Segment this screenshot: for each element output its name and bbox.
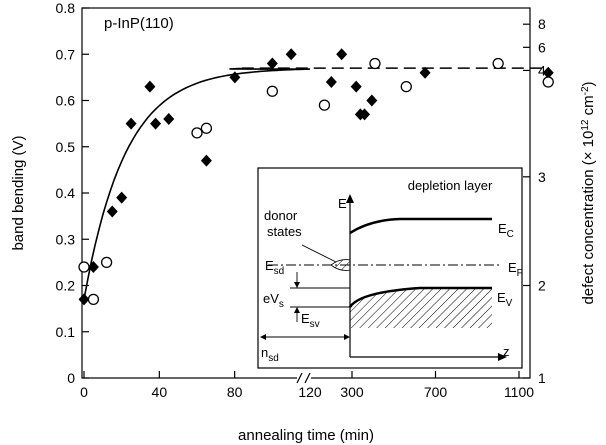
y-tick-label: 0 (67, 370, 75, 386)
y-tick-label: 0.2 (56, 278, 76, 294)
label-E: E (338, 196, 347, 211)
y-tick-label: 0.5 (56, 139, 76, 155)
data-point-circle (542, 76, 554, 88)
y-tick-label: 0.4 (56, 185, 76, 201)
data-point-diamond (78, 293, 90, 306)
label-states: states (267, 224, 302, 239)
data-point-diamond (116, 191, 128, 204)
data-point-circle (100, 256, 113, 269)
valence-band-edge (348, 286, 492, 308)
label-donor: donor (264, 208, 298, 223)
data-point-diamond (229, 71, 241, 84)
data-point-diamond (200, 154, 212, 167)
data-point-diamond (336, 48, 348, 61)
data-point-diamond (150, 117, 162, 130)
x-tick-label: 120 (298, 384, 322, 400)
x-tick-label: 80 (227, 384, 243, 400)
data-point-circle (400, 80, 412, 93)
y2-tick-label: 4 (538, 62, 546, 78)
data-point-circle (78, 261, 90, 273)
data-point-diamond (325, 76, 337, 88)
axis-break-marks (296, 369, 311, 385)
x-tick-label: 40 (152, 384, 168, 400)
data-point-diamond (366, 94, 378, 107)
z-axis-arrow (498, 353, 507, 361)
data-point-diamond (419, 66, 431, 79)
data-point-diamond (125, 117, 137, 130)
data-point-diamond (266, 57, 278, 70)
label-z: z (503, 344, 510, 359)
y-tick-label: 0.3 (56, 231, 76, 247)
data-point-diamond (285, 48, 297, 61)
y-tick-label: 0.7 (56, 46, 76, 62)
label-EC: EC (498, 221, 514, 240)
label-EV: EV (497, 290, 513, 309)
chart-title: p-InP(110) (104, 15, 174, 32)
y2-tick-label: 2 (538, 278, 546, 294)
y2-tick-label: 1 (538, 370, 546, 386)
data-point-diamond (359, 108, 371, 121)
data-point-circle (492, 57, 504, 70)
y2-tick-label: 6 (538, 39, 546, 55)
inset-frame (257, 167, 523, 369)
conduction-band-edge (349, 217, 492, 235)
x-tick-label: 1100 (504, 384, 534, 400)
inset-depletion-layer: depletion layer E EC EF EV Esd eVs Esv d… (257, 167, 523, 369)
label-Esv: Esv (301, 311, 320, 330)
donor-pointer (301, 244, 337, 263)
label-EF: EF (508, 260, 523, 279)
x-axis-label: annealing time (min) (238, 427, 374, 444)
data-point-diamond (350, 80, 362, 93)
fit-curve-solid (83, 67, 311, 300)
data-point-diamond (163, 113, 175, 125)
valence-band-hatch (350, 288, 492, 328)
data-point-diamond (87, 261, 99, 273)
y2-tick-label: 8 (538, 16, 546, 32)
data-point-circle (200, 122, 213, 134)
y2-tick-label: 3 (538, 169, 546, 185)
data-point-circle (369, 57, 381, 70)
data-point-diamond (144, 80, 156, 93)
label-nsd: nsd (261, 345, 279, 364)
data-point-circle (318, 99, 331, 111)
data-points-layer (78, 48, 554, 306)
y-tick-label: 0.1 (56, 324, 76, 340)
data-point-circle (87, 293, 100, 306)
label-Esd: Esd (265, 258, 284, 277)
data-point-diamond (106, 205, 118, 218)
label-eVs: eVs (263, 291, 284, 310)
inset-title: depletion layer (408, 178, 493, 193)
x-tick-label: 700 (424, 384, 448, 400)
data-point-diamond (542, 66, 554, 79)
x-tick-label: 300 (340, 384, 364, 400)
energy-axis-arrow (346, 194, 354, 203)
y-axis-label: band bending (V) (10, 135, 27, 250)
y-tick-label: 0.8 (56, 0, 76, 16)
data-point-circle (266, 85, 278, 97)
y2-axis-label: defect concentration (× 1012 cm-2) (580, 81, 598, 304)
ticks-layer: 0 0.1 0.2 0.3 0.4 0.5 0.6 0.7 0.8 0 40 80 120 300 700 1… (56, 0, 546, 400)
y-tick-label: 0.6 (56, 93, 76, 109)
data-point-circle (191, 127, 203, 139)
x-tick-label: 0 (80, 384, 88, 400)
